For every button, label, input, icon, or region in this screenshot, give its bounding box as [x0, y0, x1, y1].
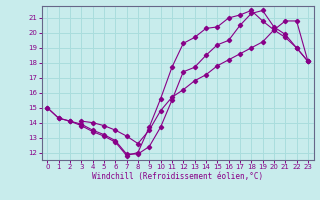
- X-axis label: Windchill (Refroidissement éolien,°C): Windchill (Refroidissement éolien,°C): [92, 172, 263, 181]
